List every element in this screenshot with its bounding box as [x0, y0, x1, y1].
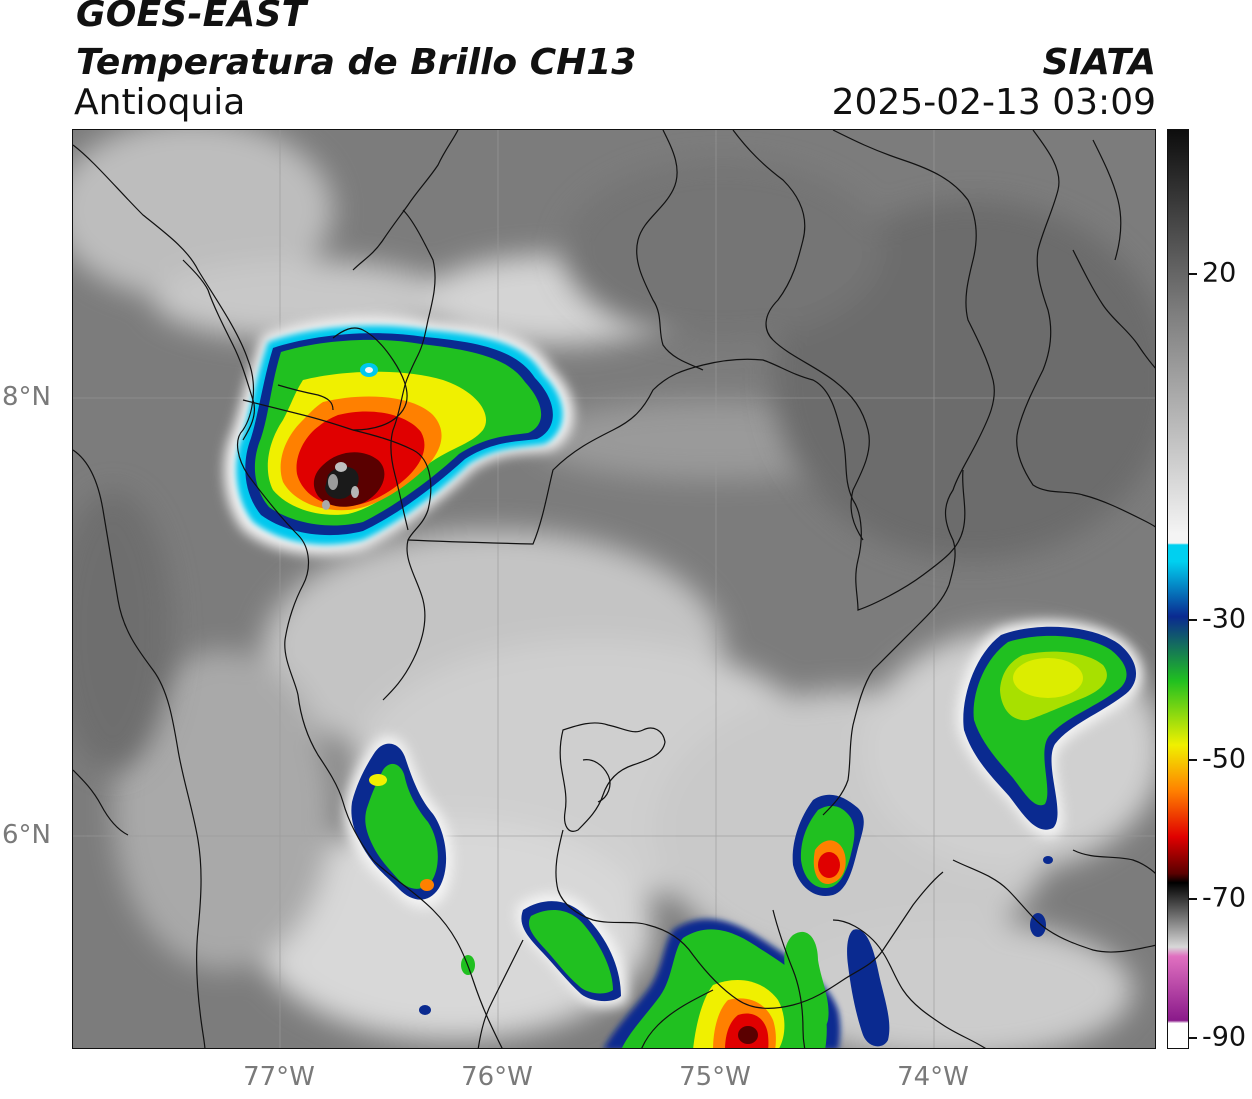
storm-cell-east-small [792, 794, 864, 896]
dark-cloud-field [73, 160, 1155, 770]
satellite-map [72, 129, 1156, 1049]
colorbar-tick [1189, 273, 1197, 275]
lon-label-75w: 75°W [679, 1062, 751, 1092]
boundaries [73, 130, 1155, 1048]
region-title: Antioquia [74, 82, 246, 123]
organization-label: SIATA [1042, 42, 1156, 83]
product-title: Temperatura de Brillo CH13 [76, 42, 637, 83]
colorbar-tick [1189, 619, 1197, 621]
colorbar-label-20: 20 [1202, 257, 1237, 289]
storm-cell-south [419, 893, 890, 1048]
storm-cell-west [344, 736, 453, 909]
lon-label-74w: 74°W [897, 1062, 969, 1092]
colorbar-label-minus90: -90 [1202, 1021, 1247, 1053]
storm-cell-north [224, 316, 574, 555]
colorbar-tick [1189, 1037, 1197, 1039]
colorbar-label-minus30: -30 [1202, 603, 1247, 635]
datetime-label: 2025-02-13 03:09 [831, 82, 1156, 123]
colorbar-label-minus70: -70 [1202, 882, 1247, 914]
lon-label-76w: 76°W [461, 1062, 533, 1092]
lat-label-6n: 6°N [2, 820, 51, 850]
colorbar [1167, 129, 1189, 1049]
storm-cell-east-large [957, 620, 1143, 937]
lat-label-8n: 8°N [2, 382, 51, 412]
satellite-title: GOES-EAST [76, 0, 307, 35]
colorbar-label-minus50: -50 [1202, 743, 1247, 775]
lon-label-77w: 77°W [243, 1062, 315, 1092]
colorbar-tick [1189, 898, 1197, 900]
colorbar-tick [1189, 759, 1197, 761]
map-canvas [73, 130, 1155, 1048]
